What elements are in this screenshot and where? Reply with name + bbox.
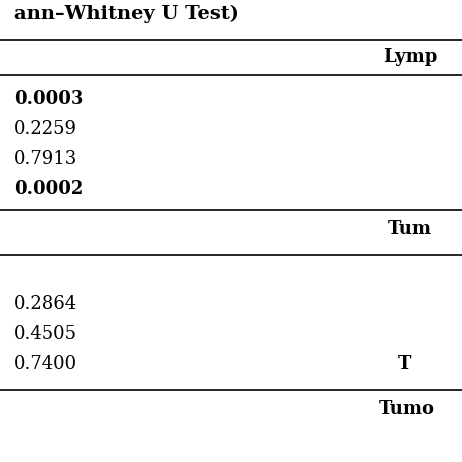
Text: ann–Whitney U Test): ann–Whitney U Test) bbox=[14, 5, 239, 23]
Text: 0.4505: 0.4505 bbox=[14, 325, 77, 343]
Text: 0.2864: 0.2864 bbox=[14, 295, 77, 313]
Text: Lymp: Lymp bbox=[383, 48, 438, 66]
Text: 0.7400: 0.7400 bbox=[14, 355, 77, 373]
Text: 0.2259: 0.2259 bbox=[14, 120, 77, 138]
Text: 0.7913: 0.7913 bbox=[14, 150, 77, 168]
Text: T: T bbox=[397, 355, 411, 373]
Text: Tum: Tum bbox=[388, 220, 432, 238]
Text: Tumo: Tumo bbox=[379, 400, 435, 418]
Text: 0.0002: 0.0002 bbox=[14, 180, 83, 198]
Text: 0.0003: 0.0003 bbox=[14, 90, 83, 108]
